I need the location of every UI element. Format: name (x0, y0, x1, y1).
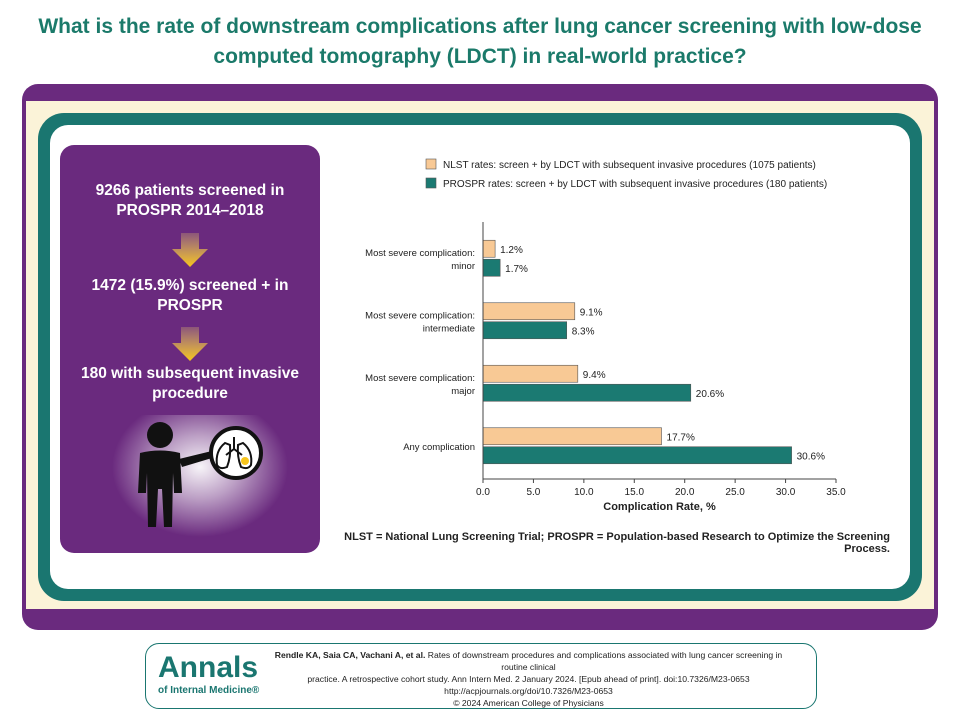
patients-screened-stat: 9266 patients screened in PROSPR 2014–20… (95, 182, 285, 219)
bar (482, 427, 662, 446)
citation-text: Rendle KA, Saia CA, Vachani A, et al. Ra… (261, 649, 796, 709)
abbreviation-footnote: NLST = National Lung Screening Trial; PR… (344, 531, 890, 555)
lungs-magnifier-icon (209, 426, 263, 480)
category-label: Most severe complication: (365, 373, 475, 384)
bar (482, 302, 576, 321)
bar (482, 364, 579, 383)
citation-doi-link[interactable]: http://acpjournals.org/doi/10.7326/M23-0… (444, 686, 613, 696)
x-tick-label: 35.0 (826, 487, 846, 498)
invasive-procedure-stat: 180 with subsequent invasive procedure (81, 365, 299, 402)
bar (482, 239, 496, 258)
legend-label: PROSPR rates: screen + by LDCT with subs… (443, 179, 827, 190)
citation-journal: practice. A retrospective cohort study. … (307, 674, 750, 684)
citation-title: Rates of downstream procedures and compl… (425, 650, 783, 672)
down-arrow-icon (172, 327, 208, 361)
x-tick-label: 30.0 (776, 487, 796, 498)
bar-value-label: 9.1% (580, 307, 603, 318)
patient-lungs-illustration (112, 415, 288, 537)
citation-copyright: © 2024 American College of Physicians (453, 698, 604, 708)
journal-logo: Annals (158, 651, 259, 684)
category-label: Most severe complication: (365, 248, 475, 259)
screened-positive-stat: 1472 (15.9%) screened + in PROSPR (91, 277, 289, 314)
down-arrow-icon (172, 233, 208, 267)
category-label: intermediate (423, 323, 475, 334)
complication-rate-chart: NLST rates: screen + by LDCT with subseq… (365, 158, 846, 513)
category-label: Any complication (403, 442, 475, 453)
x-axis-title: Complication Rate, % (603, 501, 716, 513)
x-tick-label: 15.0 (625, 487, 645, 498)
bar (482, 383, 692, 402)
bar (482, 258, 501, 277)
citation-authors: Rendle KA, Saia CA, Vachani A, et al. (274, 650, 426, 660)
journal-logo-subtitle: of Internal Medicine® (158, 685, 260, 696)
bar (482, 321, 568, 340)
person-icon (138, 422, 222, 527)
bar-value-label: 30.6% (797, 451, 825, 462)
x-tick-label: 5.0 (526, 487, 540, 498)
bar-value-label: 20.6% (696, 389, 724, 400)
x-tick-label: 0.0 (476, 487, 490, 498)
x-tick-label: 25.0 (725, 487, 745, 498)
category-label: minor (451, 261, 475, 272)
study-summary-panel: 9266 patients screened in PROSPR 2014–20… (60, 145, 320, 553)
x-tick-label: 20.0 (675, 487, 695, 498)
bar-value-label: 8.3% (572, 326, 595, 337)
category-label: major (451, 386, 475, 397)
citation-box: Annals of Internal Medicine® Rendle KA, … (145, 643, 817, 709)
bar-value-label: 1.2% (500, 245, 523, 256)
bar-value-label: 9.4% (583, 370, 606, 381)
bar (482, 446, 792, 465)
legend-swatch (425, 177, 437, 189)
bar-value-label: 1.7% (505, 264, 528, 275)
page-title: What is the rate of downstream complicat… (38, 15, 922, 68)
glow-icon (112, 415, 288, 537)
legend-swatch (425, 158, 437, 170)
x-tick-label: 10.0 (574, 487, 594, 498)
bar-value-label: 17.7% (667, 432, 695, 443)
category-label: Most severe complication: (365, 310, 475, 321)
legend-label: NLST rates: screen + by LDCT with subseq… (443, 160, 816, 171)
